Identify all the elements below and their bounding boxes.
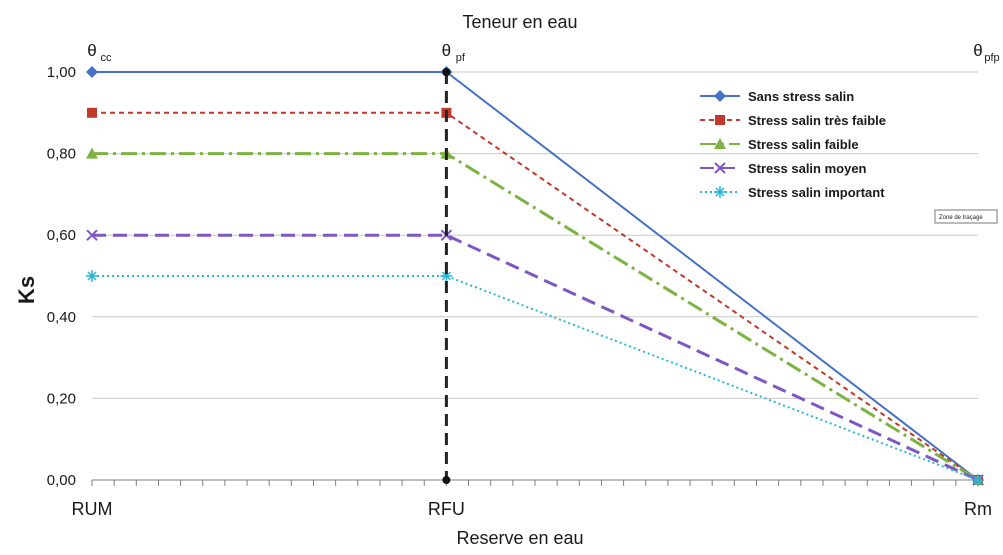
tooltip-text: Zone de traçage (939, 215, 983, 221)
y-tick-label: 0,80 (47, 146, 76, 163)
y-tick-label: 0,60 (47, 227, 76, 244)
star-marker (714, 186, 726, 198)
series-4 (86, 229, 984, 486)
legend-label: Stress salin très faible (748, 113, 886, 128)
x-marker (86, 229, 98, 241)
x-category-label: Rm (964, 499, 992, 519)
legend-label: Stress salin moyen (748, 161, 867, 176)
legend-item: Sans stress salin (700, 89, 854, 104)
diamond-marker (714, 90, 726, 102)
legend-item: Stress salin faible (700, 137, 859, 152)
x-category-label: RFU (428, 499, 465, 519)
square-marker (87, 107, 97, 118)
triangle-marker (86, 147, 98, 159)
y-axis-title: Ks (14, 276, 39, 304)
reference-point-bottom (442, 476, 451, 484)
y-tick-label: 0,00 (47, 472, 76, 489)
top-axis-title: Teneur en eau (462, 12, 577, 32)
diamond-marker (86, 66, 98, 78)
series-5 (86, 270, 984, 486)
x-category-label: RUM (72, 499, 113, 519)
series-lines (86, 66, 984, 486)
series-line (92, 233, 979, 482)
star-marker (440, 270, 453, 282)
x-marker (714, 162, 726, 174)
legend-item: Stress salin très faible (700, 113, 886, 128)
theta-subscript: pfp (984, 52, 999, 64)
star-marker (972, 474, 984, 486)
gridlines (91, 71, 979, 486)
y-tick-label: 0,20 (47, 390, 76, 407)
reference-point-top (442, 68, 451, 76)
y-tick-label: 1,00 (47, 64, 76, 81)
theta-subscript: cc (101, 52, 113, 64)
tooltip-box: Zone de traçage (934, 209, 998, 224)
legend-item: Stress salin moyen (700, 161, 867, 176)
legend: Sans stress salin Stress salin très faibl… (700, 89, 886, 200)
legend-item: Stress salin important (700, 185, 885, 200)
legend-label: Sans stress salin (748, 89, 854, 104)
theta-subscript: pf (456, 52, 466, 64)
legend-label: Stress salin important (748, 185, 885, 200)
legend-label: Stress salin faible (748, 137, 859, 152)
square-marker (715, 115, 725, 125)
y-tick-label: 0,40 (47, 309, 76, 326)
star-marker (86, 270, 98, 282)
theta-label: θ (442, 41, 451, 60)
triangle-marker (714, 138, 726, 149)
theta-label: θ (973, 41, 982, 60)
reference-line-layer (442, 68, 451, 484)
x-axis-title: Reserve en eau (456, 528, 583, 548)
theta-label: θ (87, 41, 96, 60)
